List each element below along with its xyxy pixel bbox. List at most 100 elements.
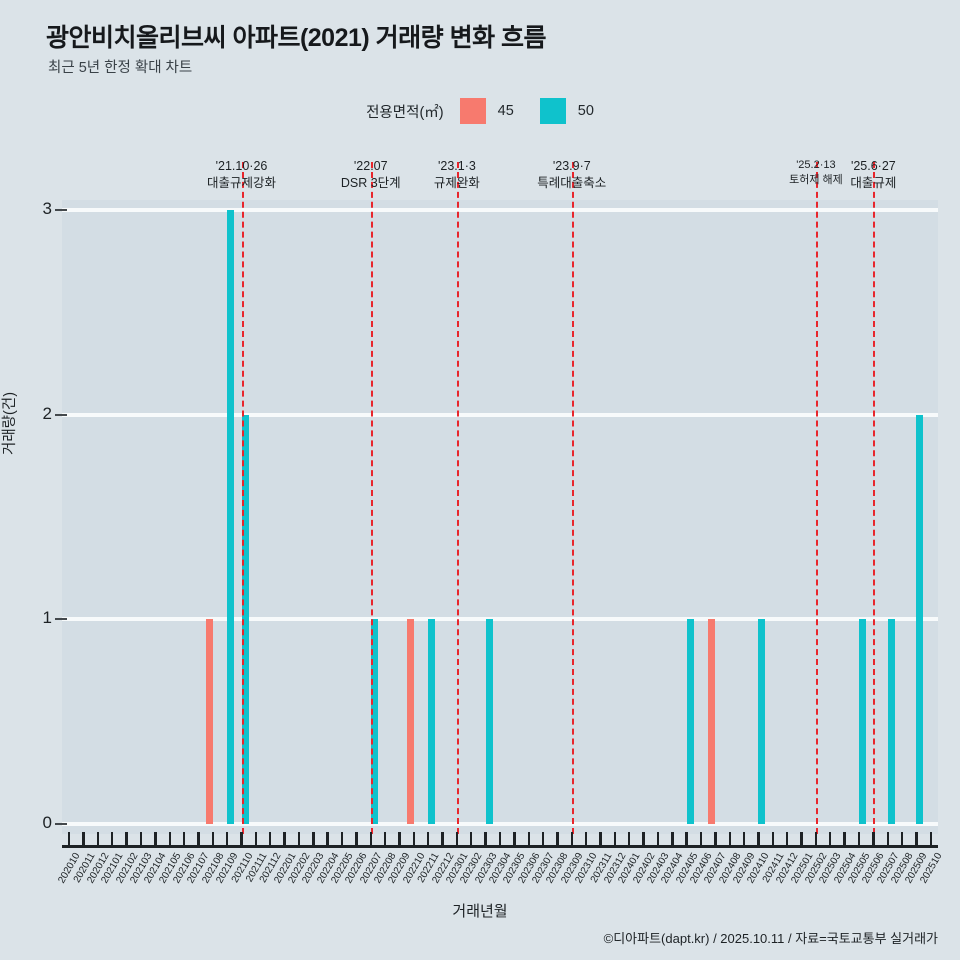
x-axis-tick [843,832,846,846]
x-axis-tick [527,832,530,846]
plot-background [62,200,938,834]
x-axis-tick [742,832,746,846]
y-axis-tick-label: 2 [42,403,52,423]
x-axis-tick [269,832,272,846]
x-axis-tick [642,832,645,846]
x-axis-tick [441,832,444,846]
event-line [873,162,876,834]
bar[interactable] [859,619,867,824]
x-axis-tick [513,832,516,846]
legend-label-50: 50 [577,103,594,119]
gridline [62,412,938,417]
event-line [815,162,818,834]
x-axis-tick [800,832,803,846]
event-annotation-text: DSR 3단계 [340,175,401,190]
bar[interactable] [758,619,766,824]
y-axis-tick-label: 3 [42,199,52,218]
y-axis-tick [55,209,67,211]
event-line [241,162,244,834]
event-annotation: '22.07 DSR 3단계 [301,158,441,192]
bar[interactable] [428,619,436,824]
x-axis-tick [699,832,703,846]
x-axis-tick [570,832,573,846]
x-axis-tick [326,832,329,846]
gridline [62,822,938,826]
x-axis-tick [771,832,775,846]
x-axis-tick [111,832,114,846]
x-axis-tick [455,832,459,846]
bar[interactable] [370,619,378,824]
x-axis-tick [426,832,430,846]
chart-legend: 전용면적(㎡) 45 50 [0,98,960,124]
x-axis-tick [886,832,889,846]
event-annotation-text: 대출규제강화 [206,175,276,190]
bar[interactable] [887,619,895,824]
page-title: 광안비치올리브씨 아파트(2021) 거래량 변화 흐름 [46,24,547,52]
x-axis-tick [168,832,171,846]
x-axis-tick [541,832,545,846]
x-axis-tick [225,832,229,846]
x-axis-tick [383,832,387,846]
x-axis-tick [757,832,760,846]
event-annotation-text: 특례대출축소 [537,175,607,190]
event-line [571,162,574,834]
x-axis-tick [154,832,157,846]
x-axis-tick [139,832,143,846]
legend-swatch-45 [459,98,486,124]
bar[interactable] [241,414,249,824]
bar[interactable] [686,619,694,824]
x-axis-tick [714,832,717,846]
event-annotation-text: 토허제 해제 [789,173,843,186]
bar[interactable] [205,619,213,824]
x-axis-tick [67,832,71,846]
event-annotation-date: '25.2·13 [796,159,836,171]
event-annotation-date: '25.6·27 [850,159,896,173]
plot-area [62,162,938,834]
x-axis-tick [312,832,315,846]
x-axis-tick [96,832,100,846]
x-axis-tick [584,832,588,846]
gridline [62,208,938,212]
x-axis-tick [599,832,602,846]
x-axis-tick [211,832,214,846]
event-annotation-date: '23.9·7 [552,159,591,173]
event-annotation-text: 대출규제 [850,175,897,190]
x-axis-tick [857,832,861,846]
bar[interactable] [227,210,235,824]
y-axis-tick-label: 0 [42,813,52,832]
x-axis-tick [398,832,401,846]
x-axis-tick [484,832,487,846]
bar[interactable] [708,619,716,824]
y-axis-title: 거래량(건) [2,391,18,455]
x-axis-tick [685,832,688,846]
event-annotation: '23.9·7 특례대출축소 [502,158,642,192]
footer-credit: ©디아파트(dapt.kr) / 2025.10.11 / 자료=국토교통부 실… [603,931,938,946]
y-axis-tick [55,618,67,621]
x-axis-tick [556,832,559,846]
x-axis-tick [656,832,660,846]
x-axis-tick [182,832,186,846]
x-axis-tick [671,832,674,846]
x-axis-tick [369,832,372,846]
bar[interactable] [485,619,493,824]
x-axis-tick [240,832,243,846]
x-axis-tick [872,832,875,846]
x-axis-tick [929,832,932,846]
x-axis-tick [297,832,301,846]
bar[interactable] [916,414,924,824]
gridline [62,617,938,622]
x-axis-tick [355,832,358,846]
event-line [456,162,459,834]
x-axis-tick [728,832,731,846]
bar[interactable] [406,619,414,824]
x-axis-tick [814,832,818,846]
event-annotation-date: '22.07 [353,159,388,173]
x-axis-tick [786,832,789,846]
x-axis-tick [915,832,918,846]
legend-swatch-50 [539,98,566,124]
y-axis-tick [55,413,67,416]
x-axis-title: 거래년월 [452,903,508,920]
event-annotation: '23.1·3 규제완화 [387,158,527,192]
x-axis-tick [628,832,631,846]
